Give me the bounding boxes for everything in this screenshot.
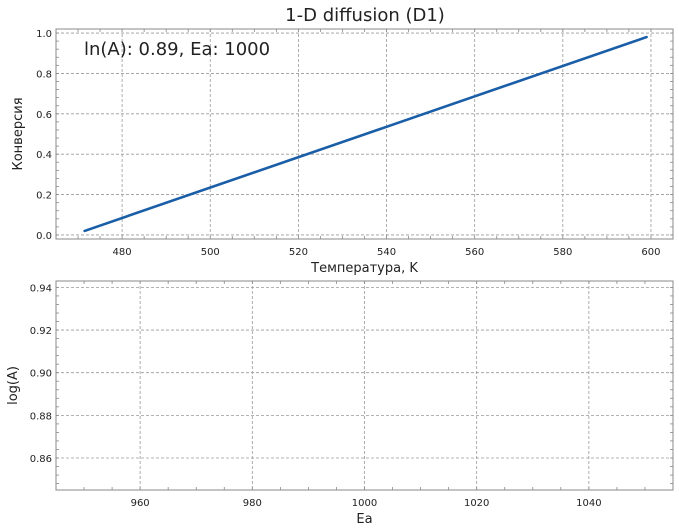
x-tick-label: 540: [377, 247, 396, 258]
x-tick-label: 560: [465, 247, 484, 258]
x-axis-label: Температура, K: [310, 261, 418, 276]
x-tick-label: 580: [553, 247, 572, 258]
y-tick-label: 0.2: [36, 191, 52, 202]
y-axis-label: log(A): [6, 366, 21, 405]
x-tick-label: 480: [113, 247, 132, 258]
y-tick-label: 0.94: [30, 283, 52, 294]
y-tick-label: 0.6: [36, 110, 52, 121]
x-tick-label: 1020: [464, 498, 489, 509]
x-axis-label: Ea: [356, 512, 372, 527]
y-axis-label: Конверсия: [11, 97, 26, 170]
x-tick-label: 960: [131, 498, 150, 509]
x-tick-label: 500: [201, 247, 220, 258]
conversion-series-line: [83, 35, 648, 233]
axes-frame: [55, 280, 674, 491]
y-tick-label: 0.0: [36, 231, 52, 242]
axes-frame: [55, 28, 674, 240]
y-tick-label: 0.92: [30, 326, 52, 337]
x-tick-label: 1040: [576, 498, 601, 509]
y-tick-label: 0.88: [30, 411, 52, 422]
x-tick-label: 520: [289, 247, 308, 258]
y-tick-label: 0.90: [30, 369, 52, 380]
y-tick-label: 0.86: [30, 454, 52, 465]
y-tick-label: 0.8: [36, 69, 52, 80]
fit-annotation: ln(A): 0.89, Ea: 1000: [84, 39, 270, 60]
x-tick-label: 600: [641, 247, 660, 258]
y-tick-label: 0.4: [36, 150, 52, 161]
figure-title: 1-D diffusion (D1): [285, 5, 445, 26]
x-tick-label: 980: [243, 498, 262, 509]
y-tick-label: 1.0: [36, 29, 52, 40]
activation-energy-chart: 960 980 1000 1020 1040 0.86 0.88 0.90 0.92 0.94 Ea…: [6, 280, 674, 527]
x-tick-label: 1000: [352, 498, 377, 509]
conversion-chart: 480 500 520 540 560 580 600 0.0 0.2 0.4 0.6 0.8 1.0 Т…: [11, 28, 674, 276]
